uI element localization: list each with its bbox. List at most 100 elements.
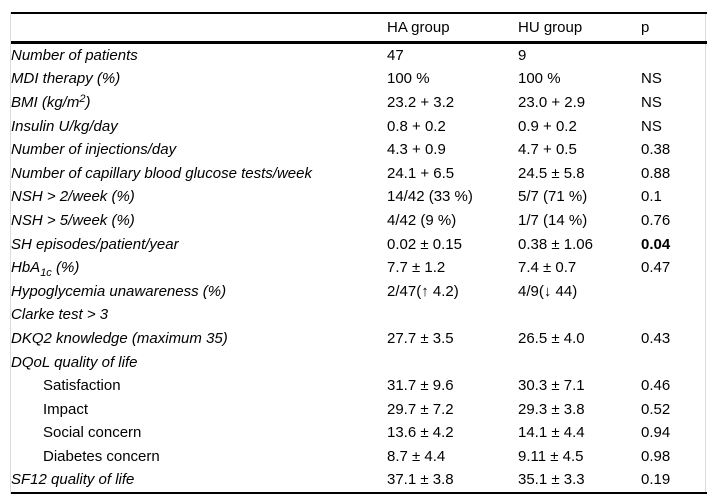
ha-group-value: 47 — [387, 46, 404, 64]
table-body: Number of patients 47 9 MDI therapy (%) 100 … — [11, 43, 707, 494]
table-row: SH episodes/patient/year 0.02 ± 0.15 0.38 … — [11, 233, 707, 257]
col-header-hu-group: HU group — [518, 13, 641, 44]
p-value: 0.1 — [641, 188, 662, 206]
row-label: Impact — [43, 400, 89, 418]
table-row: Number of injections/day 4.3 + 0.9 4.7 + 0… — [11, 138, 707, 162]
ha-group-value: 0.02 ± 0.15 — [387, 235, 462, 253]
p-value: 0.94 — [641, 424, 671, 442]
row-label: Number of injections/day — [11, 141, 177, 159]
ha-group-value — [387, 304, 518, 328]
row-label: Number of capillary blood glucose tests/… — [11, 164, 312, 182]
hu-group-value: 100 % — [518, 70, 561, 88]
p-value: 0.38 — [641, 141, 671, 159]
row-label: Insulin U/kg/day — [11, 117, 118, 135]
comparison-table: HA group HU group p Number of patients 47… — [11, 12, 707, 495]
ha-group-value: 31.7 ± 9.6 — [387, 377, 454, 395]
p-value: NS — [641, 93, 662, 111]
ha-group-value: 14/42 (33 %) — [387, 188, 473, 206]
table-row: Satisfaction 31.7 ± 9.6 30.3 ± 7.1 0.46 — [11, 374, 707, 398]
row-label: SF12 quality of life — [11, 471, 135, 489]
p-value — [641, 280, 707, 304]
table-row: DQoL quality of life — [11, 351, 707, 375]
table-row: DKQ2 knowledge (maximum 35) 27.7 ± 3.5 26.… — [11, 327, 707, 351]
table-row: Social concern 13.6 ± 4.2 14.1 ± 4.4 0.94 — [11, 422, 707, 446]
ha-group-value: 23.2 + 3.2 — [387, 93, 455, 111]
p-value: NS — [641, 70, 662, 88]
table-row: HbA1c (%) 7.7 ± 1.2 7.4 ± 0.7 0.47 — [11, 256, 707, 280]
row-label: Clarke test > 3 — [11, 306, 109, 324]
p-value: 0.19 — [641, 471, 671, 489]
p-value: 0.76 — [641, 211, 671, 229]
hu-group-value: 0.38 ± 1.06 — [518, 235, 593, 253]
ha-group-value: 2/47(↑ 4.2) — [387, 282, 459, 300]
p-value: 0.47 — [641, 259, 671, 277]
hu-group-value: 1/7 (14 %) — [518, 211, 588, 229]
p-value: 0.43 — [641, 329, 671, 347]
row-label: HbA1c (%) — [11, 259, 80, 280]
p-value: 0.04 — [641, 235, 671, 253]
row-label: Number of patients — [11, 46, 138, 64]
table-row: Hypoglycemia unawareness (%) 2/47(↑ 4.2) 4… — [11, 280, 707, 304]
hu-group-value: 23.0 + 2.9 — [518, 93, 586, 111]
table-row: MDI therapy (%) 100 % 100 % NS — [11, 68, 707, 92]
table-row: Insulin U/kg/day 0.8 + 0.2 0.9 + 0.2 NS — [11, 115, 707, 139]
ha-group-value: 100 % — [387, 70, 430, 88]
p-value: NS — [641, 117, 662, 135]
ha-group-value: 0.8 + 0.2 — [387, 117, 446, 135]
hu-group-value: 26.5 ± 4.0 — [518, 329, 585, 347]
row-label: Diabetes concern — [43, 447, 160, 465]
hu-group-value: 24.5 ± 5.8 — [518, 164, 585, 182]
row-label: MDI therapy (%) — [11, 70, 121, 88]
ha-group-value: 24.1 + 6.5 — [387, 164, 455, 182]
table-row: Impact 29.7 ± 7.2 29.3 ± 3.8 0.52 — [11, 398, 707, 422]
row-label: Hypoglycemia unawareness (%) — [11, 282, 227, 300]
ha-group-value: 7.7 ± 1.2 — [387, 259, 446, 277]
p-value — [641, 351, 707, 375]
hu-group-value — [518, 304, 641, 328]
table-row: SF12 quality of life 37.1 ± 3.8 35.1 ± 3.3… — [11, 469, 707, 494]
row-label: Social concern — [43, 424, 142, 442]
ha-group-value — [387, 351, 518, 375]
col-header-p: p — [641, 13, 707, 44]
table-row: Diabetes concern 8.7 ± 4.4 9.11 ± 4.5 0.98 — [11, 445, 707, 469]
table-row: NSH > 5/week (%) 4/42 (9 %) 1/7 (14 %) 0.76 — [11, 209, 707, 233]
table-row: NSH > 2/week (%) 14/42 (33 %) 5/7 (71 %) 0.… — [11, 186, 707, 210]
col-header-variable — [11, 13, 387, 44]
hu-group-value: 9 — [518, 46, 527, 64]
hu-group-value: 4/9(↓ 44) — [518, 282, 578, 300]
hu-group-value: 30.3 ± 7.1 — [518, 377, 585, 395]
hu-group-value: 14.1 ± 4.4 — [518, 424, 585, 442]
ha-group-value: 27.7 ± 3.5 — [387, 329, 454, 347]
ha-group-value: 4/42 (9 %) — [387, 211, 457, 229]
row-label: DQoL quality of life — [11, 353, 138, 371]
hu-group-value: 5/7 (71 %) — [518, 188, 588, 206]
row-label: NSH > 5/week (%) — [11, 211, 135, 229]
row-label: Satisfaction — [43, 377, 121, 395]
p-value: 0.98 — [641, 447, 671, 465]
hu-group-value: 35.1 ± 3.3 — [518, 471, 585, 489]
ha-group-value: 8.7 ± 4.4 — [387, 447, 446, 465]
row-label: DKQ2 knowledge (maximum 35) — [11, 329, 228, 347]
table-row: Clarke test > 3 — [11, 304, 707, 328]
p-value: 0.52 — [641, 400, 671, 418]
col-header-ha-group: HA group — [387, 13, 518, 44]
row-label: BMI (kg/m2) — [11, 92, 91, 111]
header-row: HA group HU group p — [11, 13, 707, 44]
hu-group-value: 7.4 ± 0.7 — [518, 259, 577, 277]
table-row: Number of capillary blood glucose tests/… — [11, 162, 707, 186]
ha-group-value: 37.1 ± 3.8 — [387, 471, 454, 489]
p-value — [641, 43, 707, 68]
table-row: BMI (kg/m2) 23.2 + 3.2 23.0 + 2.9 NS — [11, 91, 707, 115]
hu-group-value: 29.3 ± 3.8 — [518, 400, 585, 418]
hu-group-value: 4.7 + 0.5 — [518, 141, 577, 159]
hu-group-value: 0.9 + 0.2 — [518, 117, 577, 135]
p-value: 0.46 — [641, 377, 671, 395]
p-value — [641, 304, 707, 328]
ha-group-value: 29.7 ± 7.2 — [387, 400, 454, 418]
ha-group-value: 13.6 ± 4.2 — [387, 424, 454, 442]
row-label: NSH > 2/week (%) — [11, 188, 135, 206]
comparison-table-frame: HA group HU group p Number of patients 47… — [10, 12, 707, 495]
ha-group-value: 4.3 + 0.9 — [387, 141, 446, 159]
hu-group-value: 9.11 ± 4.5 — [518, 447, 584, 465]
